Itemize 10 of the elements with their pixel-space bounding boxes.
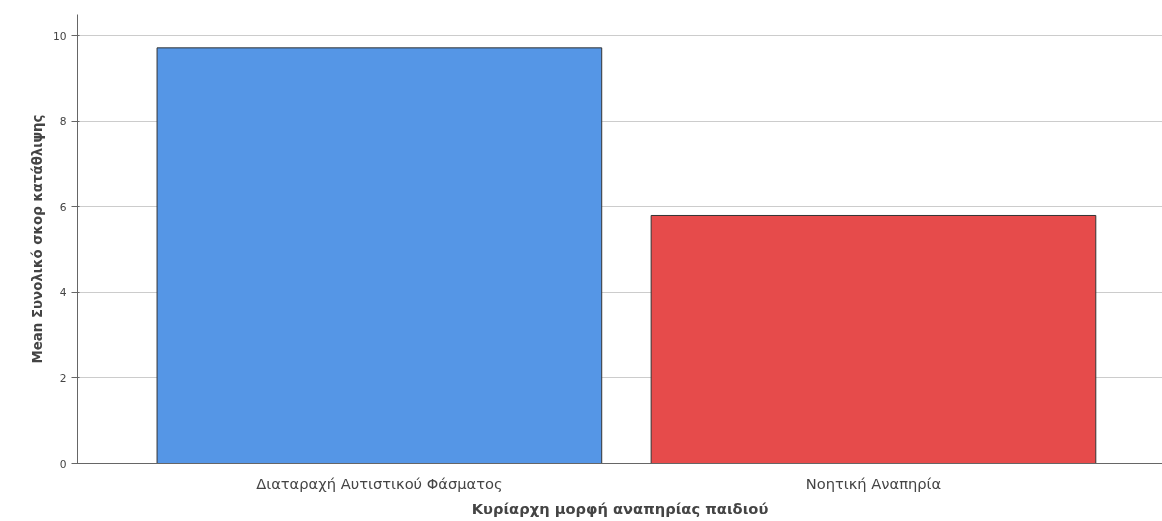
y-tick-label: 4	[59, 286, 67, 300]
y-tick-label: 2	[59, 371, 67, 385]
x-tick-label: Νοητική Αναπηρία	[805, 474, 942, 492]
y-tick-label: 8	[59, 115, 67, 129]
y-tick-label: 10	[52, 29, 67, 43]
y-tick-label: 0	[59, 457, 67, 471]
y-tick-label: 6	[59, 200, 67, 214]
y-axis-title: Mean Συνολικό σκορ κατάθλιψης	[29, 114, 45, 364]
x-tick-label: Διαταραχή Αυτιστικού Φάσματος	[256, 474, 503, 492]
x-axis-title: Κυρίαρχη μορφή αναπηρίας παιδιού	[471, 499, 769, 517]
